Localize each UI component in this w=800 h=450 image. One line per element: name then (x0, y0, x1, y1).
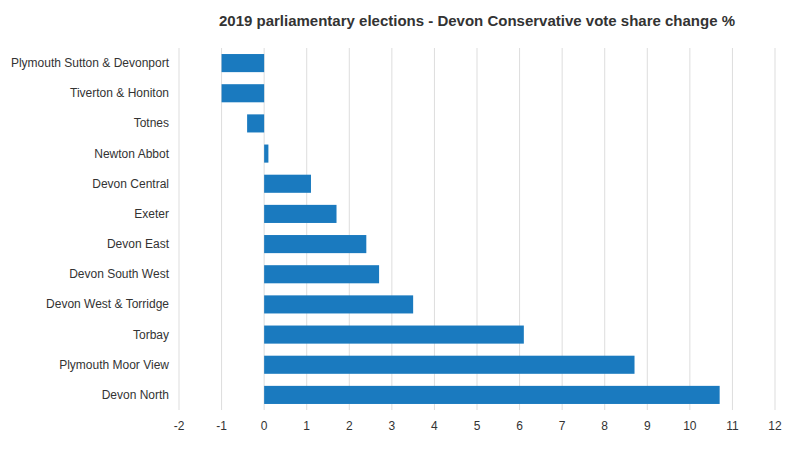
grid-line (689, 48, 690, 410)
tick-label: -2 (174, 419, 185, 433)
grid-line (732, 48, 733, 410)
title: 2019 parliamentary elections - Devon Con… (219, 12, 735, 29)
bar (264, 175, 311, 193)
bar (247, 114, 264, 132)
grid (179, 48, 775, 410)
category-label: Newton Abbot (94, 147, 169, 161)
grid-line (179, 48, 180, 410)
category-label: Devon North (102, 388, 169, 402)
bar (264, 326, 524, 344)
tick-label: 0 (261, 419, 268, 433)
bar (264, 235, 366, 253)
bar (264, 145, 268, 163)
value-axis-ticks: -2-10123456789101112 (174, 419, 782, 433)
grid-line (647, 48, 648, 410)
bars (222, 54, 720, 404)
background (0, 0, 800, 450)
chart-container: 2019 parliamentary elections - Devon Con… (0, 0, 800, 450)
category-label: Plymouth Sutton & Devonport (11, 56, 170, 70)
grid-line (221, 48, 222, 410)
category-label: Torbay (133, 328, 169, 342)
category-label: Devon South West (69, 267, 169, 281)
bar (222, 54, 265, 72)
tick-label: 8 (601, 419, 608, 433)
tick-label: 7 (559, 419, 566, 433)
tick-label: 11 (726, 419, 739, 433)
bar (222, 84, 265, 102)
tick-label: 4 (431, 419, 438, 433)
tick-label: 3 (389, 419, 396, 433)
tick-label: 9 (644, 419, 651, 433)
tick-label: 6 (516, 419, 523, 433)
category-label: Devon East (107, 237, 170, 251)
tick-label: 12 (768, 419, 782, 433)
category-axis: Plymouth Sutton & Devonport Tiverton & Ho… (11, 56, 170, 402)
bar (264, 356, 634, 374)
grid-line (775, 48, 776, 410)
tick-label: 2 (346, 419, 353, 433)
category-label: Plymouth Moor View (59, 358, 169, 372)
bar (264, 265, 379, 283)
category-label: Totnes (134, 116, 169, 130)
category-label: Tiverton & Honiton (70, 86, 169, 100)
chart-svg: 2019 parliamentary elections - Devon Con… (0, 0, 800, 450)
tick-label: -1 (216, 419, 227, 433)
tick-label: 10 (683, 419, 697, 433)
category-label: Devon West & Torridge (46, 297, 169, 311)
bar (264, 386, 720, 404)
tick-label: 5 (474, 419, 481, 433)
category-label: Exeter (134, 207, 169, 221)
bar (264, 295, 413, 313)
category-label: Devon Central (92, 177, 169, 191)
tick-label: 1 (303, 419, 310, 433)
bar (264, 205, 336, 223)
